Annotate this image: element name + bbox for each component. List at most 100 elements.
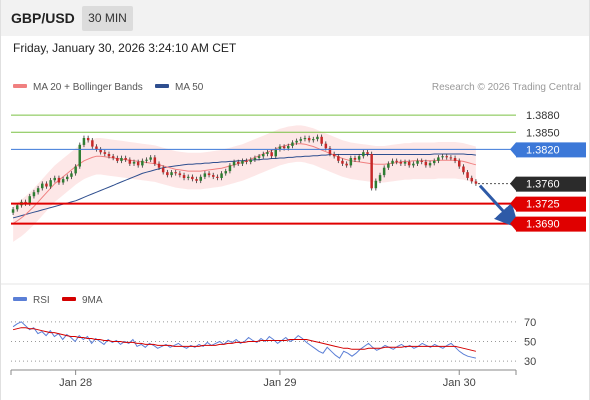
x-tick-label: Jan 29 bbox=[263, 377, 296, 389]
candle bbox=[382, 167, 386, 176]
level-tag-1.3690 bbox=[516, 216, 586, 232]
candle bbox=[61, 179, 65, 183]
candle bbox=[266, 152, 269, 154]
level-label-1.3725: 1.3725 bbox=[526, 199, 560, 211]
candle bbox=[278, 146, 282, 150]
candle bbox=[191, 176, 194, 180]
level-label-1.3850: 1.3850 bbox=[526, 127, 560, 139]
candle bbox=[136, 161, 140, 166]
candle bbox=[132, 161, 136, 164]
title-bar: GBP/USD 30 MIN bbox=[0, 0, 590, 36]
candle bbox=[274, 149, 277, 157]
candle bbox=[407, 161, 411, 166]
candle bbox=[187, 176, 190, 178]
rsi-series-RSI bbox=[12, 321, 477, 359]
candle bbox=[166, 172, 169, 176]
level-tag-pointer bbox=[510, 176, 516, 191]
candle bbox=[412, 163, 415, 166]
rsi-legend-label: RSI bbox=[33, 295, 50, 306]
candle bbox=[41, 183, 44, 189]
candle bbox=[395, 160, 398, 162]
candle bbox=[45, 183, 48, 187]
candle bbox=[228, 165, 232, 172]
candle bbox=[57, 177, 61, 183]
candle bbox=[416, 160, 419, 164]
candle bbox=[362, 152, 365, 157]
candle bbox=[78, 144, 81, 167]
candle bbox=[391, 160, 394, 164]
level-tag-pointer bbox=[510, 142, 516, 157]
candle bbox=[16, 205, 19, 210]
candle bbox=[449, 157, 453, 159]
candle bbox=[324, 143, 328, 149]
candle bbox=[141, 160, 144, 166]
candle bbox=[262, 154, 265, 157]
ma50-line bbox=[12, 153, 476, 219]
level-label-1.3880: 1.3880 bbox=[526, 110, 560, 122]
candle bbox=[82, 138, 86, 145]
level-tag-pointer bbox=[510, 216, 516, 231]
projection-arrow bbox=[478, 184, 520, 229]
candle bbox=[316, 136, 319, 140]
candle bbox=[399, 161, 403, 164]
candle bbox=[120, 158, 123, 161]
ma20-legend-swatch bbox=[13, 84, 27, 88]
candle bbox=[287, 146, 290, 149]
level-tag-1.3760 bbox=[516, 176, 586, 192]
candle bbox=[462, 166, 465, 173]
candle bbox=[370, 154, 373, 189]
candle bbox=[291, 142, 294, 146]
candle bbox=[428, 163, 432, 166]
ma20-line bbox=[12, 143, 477, 225]
candle bbox=[270, 152, 273, 157]
candle bbox=[124, 158, 127, 160]
candle bbox=[66, 176, 69, 180]
candle bbox=[157, 163, 161, 168]
candle bbox=[253, 158, 257, 160]
candle bbox=[366, 152, 369, 154]
candle bbox=[128, 159, 132, 164]
candle bbox=[195, 179, 198, 181]
candle bbox=[241, 160, 244, 164]
x-tick-label: Jan 28 bbox=[59, 377, 92, 389]
candle bbox=[203, 173, 207, 177]
candle bbox=[199, 176, 202, 181]
candle bbox=[320, 136, 323, 144]
candle bbox=[95, 146, 98, 150]
timeframe-badge[interactable]: 30 MIN bbox=[82, 6, 133, 31]
ma20-legend-label: MA 20 + Bollinger Bands bbox=[33, 82, 143, 93]
candle bbox=[470, 177, 473, 182]
candle bbox=[36, 188, 40, 193]
level-label-1.3760: 1.3760 bbox=[526, 179, 560, 191]
candle bbox=[220, 173, 223, 178]
rsi-series-9MA bbox=[12, 327, 477, 352]
candle bbox=[237, 161, 240, 164]
credit-text: Research © 2026 Trading Central bbox=[432, 82, 581, 93]
candle bbox=[295, 140, 298, 143]
level-label-1.3690: 1.3690 bbox=[526, 219, 560, 231]
candle bbox=[161, 167, 165, 173]
candle bbox=[328, 148, 332, 154]
ma50-legend-label: MA 50 bbox=[175, 82, 204, 93]
price-levels: 1.3880 1.3850 1.3820 1.3760 1.3725 1.3690 bbox=[11, 110, 586, 232]
candle bbox=[111, 156, 115, 158]
candle bbox=[458, 160, 461, 167]
candle bbox=[353, 158, 357, 160]
candle bbox=[32, 192, 36, 197]
candle bbox=[453, 158, 457, 161]
currency-pair: GBP/USD bbox=[11, 10, 75, 26]
price-plot bbox=[11, 125, 478, 242]
candle bbox=[53, 177, 56, 181]
candle bbox=[178, 173, 182, 176]
candle bbox=[28, 196, 31, 204]
candle bbox=[232, 161, 236, 166]
candle bbox=[403, 161, 407, 164]
level-tag-1.3820 bbox=[516, 142, 586, 158]
rsi-tick-70: 70 bbox=[524, 317, 536, 329]
candle bbox=[441, 156, 444, 158]
rsi-legend-swatch bbox=[13, 297, 27, 301]
rsi-ma-legend-label: 9MA bbox=[82, 295, 103, 306]
candle bbox=[378, 175, 382, 181]
level-label-1.3820: 1.3820 bbox=[526, 144, 560, 156]
